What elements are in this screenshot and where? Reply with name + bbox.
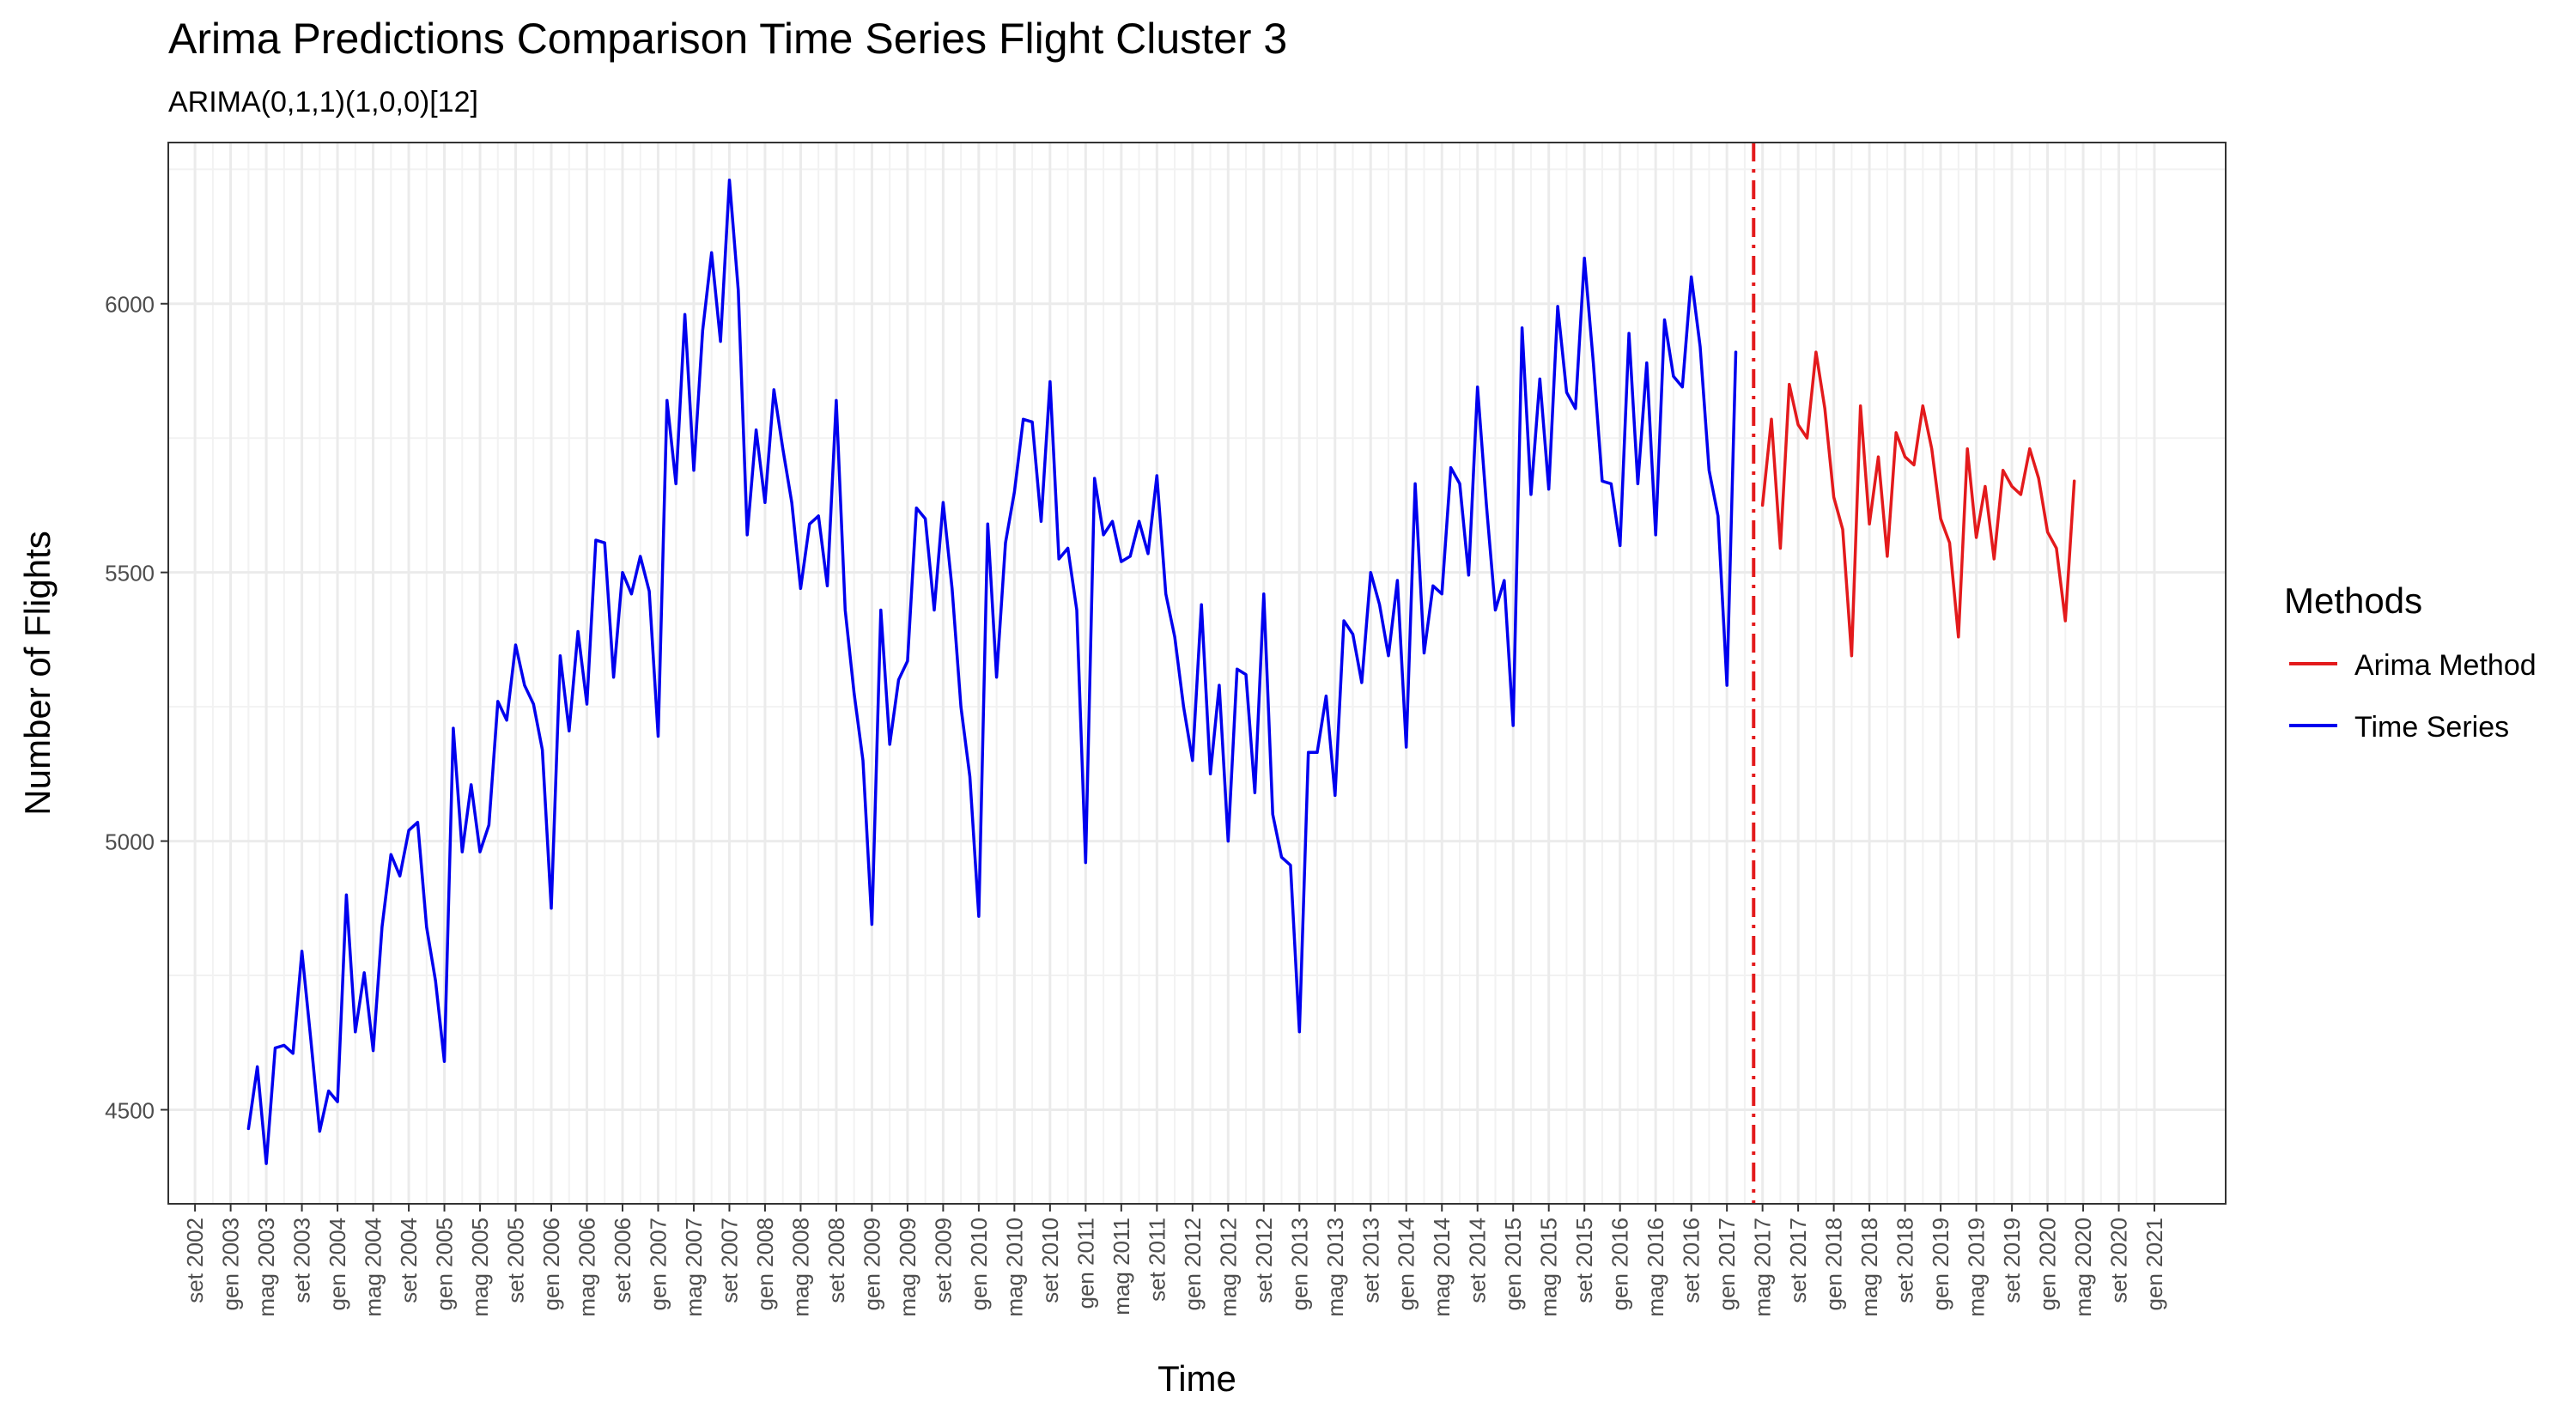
x-tick-label: mag 2006 <box>574 1218 599 1317</box>
series-layer <box>246 179 2076 1165</box>
x-tick-label: gen 2010 <box>966 1218 992 1310</box>
x-tick-label: set 2020 <box>2106 1218 2132 1303</box>
x-tick-label: gen 2019 <box>1928 1218 1953 1310</box>
x-tick-label: gen 2011 <box>1072 1218 1098 1309</box>
x-tick-label: gen 2005 <box>432 1218 458 1310</box>
x-tick-label: set 2009 <box>930 1218 956 1303</box>
x-tick-label: set 2017 <box>1785 1218 1811 1303</box>
x-tick-label: set 2003 <box>289 1218 315 1303</box>
x-tick-label: gen 2003 <box>218 1218 244 1310</box>
x-tick-label: set 2018 <box>1893 1218 1918 1303</box>
x-tick-label: mag 2010 <box>1001 1218 1027 1317</box>
chart-subtitle: ARIMA(0,1,1)(1,0,0)[12] <box>168 86 478 118</box>
x-tick-label: mag 2007 <box>681 1218 707 1317</box>
y-axis: 4500 5000 5500 6000 <box>105 292 168 1123</box>
x-tick-label: gen 2021 <box>2142 1218 2167 1310</box>
x-tick-label: set 2011 <box>1144 1218 1170 1302</box>
x-tick-label: mag 2016 <box>1643 1218 1668 1317</box>
x-tick-label: gen 2018 <box>1821 1218 1847 1310</box>
x-tick-label: mag 2019 <box>1964 1218 1990 1317</box>
x-tick-label: mag 2017 <box>1750 1218 1776 1317</box>
legend-item-arima-method: Arima Method <box>2289 649 2537 682</box>
x-axis-title: Time <box>1157 1358 1236 1399</box>
x-tick-label: mag 2009 <box>895 1218 920 1317</box>
y-axis-title: Number of Flights <box>17 531 58 815</box>
y-tick-label: 5500 <box>105 561 155 586</box>
x-tick-label: gen 2009 <box>859 1218 884 1310</box>
x-tick-label: gen 2004 <box>325 1218 350 1310</box>
x-tick-label: gen 2007 <box>645 1218 671 1310</box>
chart-title: Arima Predictions Comparison Time Series… <box>168 15 1287 63</box>
x-tick-label: gen 2006 <box>538 1218 564 1310</box>
x-tick-label: gen 2020 <box>2035 1218 2061 1310</box>
x-tick-label: mag 2004 <box>361 1218 386 1317</box>
legend: Methods Arima Method Time Series <box>2284 580 2537 744</box>
x-tick-label: set 2013 <box>1358 1218 1383 1303</box>
series-line-time-series <box>246 179 1738 1165</box>
x-tick-label: set 2002 <box>182 1218 208 1303</box>
x-tick-label: set 2016 <box>1679 1218 1704 1303</box>
x-tick-label: gen 2013 <box>1286 1218 1312 1310</box>
x-tick-label: mag 2011 <box>1109 1218 1134 1315</box>
y-tick-label: 4500 <box>105 1097 155 1123</box>
x-tick-label: mag 2020 <box>2070 1218 2096 1317</box>
x-axis: set 2002 gen 2003 mag 2003 set 2003 gen 2004… <box>182 1204 2167 1317</box>
x-tick-label: gen 2012 <box>1180 1218 1206 1310</box>
x-tick-label: gen 2017 <box>1714 1218 1740 1310</box>
x-tick-label: mag 2018 <box>1856 1218 1882 1317</box>
x-tick-label: mag 2003 <box>253 1218 279 1317</box>
x-tick-label: mag 2005 <box>467 1218 493 1317</box>
x-tick-label: gen 2015 <box>1500 1218 1526 1310</box>
x-tick-label: set 2014 <box>1465 1218 1491 1303</box>
x-tick-label: mag 2008 <box>787 1218 813 1317</box>
series-line-arima-method <box>1760 350 2076 658</box>
x-tick-label: set 2007 <box>716 1218 742 1303</box>
x-tick-label: mag 2013 <box>1322 1218 1348 1317</box>
y-tick-label: 6000 <box>105 292 155 318</box>
major-gridlines <box>168 143 2226 1204</box>
x-tick-label: set 2005 <box>503 1218 529 1303</box>
x-tick-label: mag 2015 <box>1536 1218 1562 1317</box>
x-tick-label: gen 2014 <box>1394 1218 1419 1310</box>
x-tick-label: set 2004 <box>396 1218 422 1303</box>
legend-label-arima-method: Arima Method <box>2354 649 2537 682</box>
x-tick-label: mag 2012 <box>1215 1218 1241 1317</box>
minor-gridlines <box>168 143 2226 1204</box>
x-tick-label: set 2010 <box>1037 1218 1063 1303</box>
x-tick-label: set 2006 <box>610 1218 635 1303</box>
legend-title: Methods <box>2284 580 2422 621</box>
y-tick-label: 5000 <box>105 829 155 855</box>
plot-border <box>167 142 2227 1205</box>
legend-item-time-series: Time Series <box>2289 711 2509 744</box>
x-tick-label: gen 2016 <box>1607 1218 1633 1310</box>
x-tick-label: set 2019 <box>1999 1218 2025 1303</box>
x-tick-label: set 2008 <box>823 1218 849 1303</box>
x-tick-label: gen 2008 <box>752 1218 778 1310</box>
x-tick-label: set 2015 <box>1571 1218 1597 1303</box>
x-tick-label: mag 2014 <box>1429 1218 1455 1317</box>
legend-label-time-series: Time Series <box>2354 711 2509 744</box>
x-tick-label: set 2012 <box>1251 1218 1277 1303</box>
